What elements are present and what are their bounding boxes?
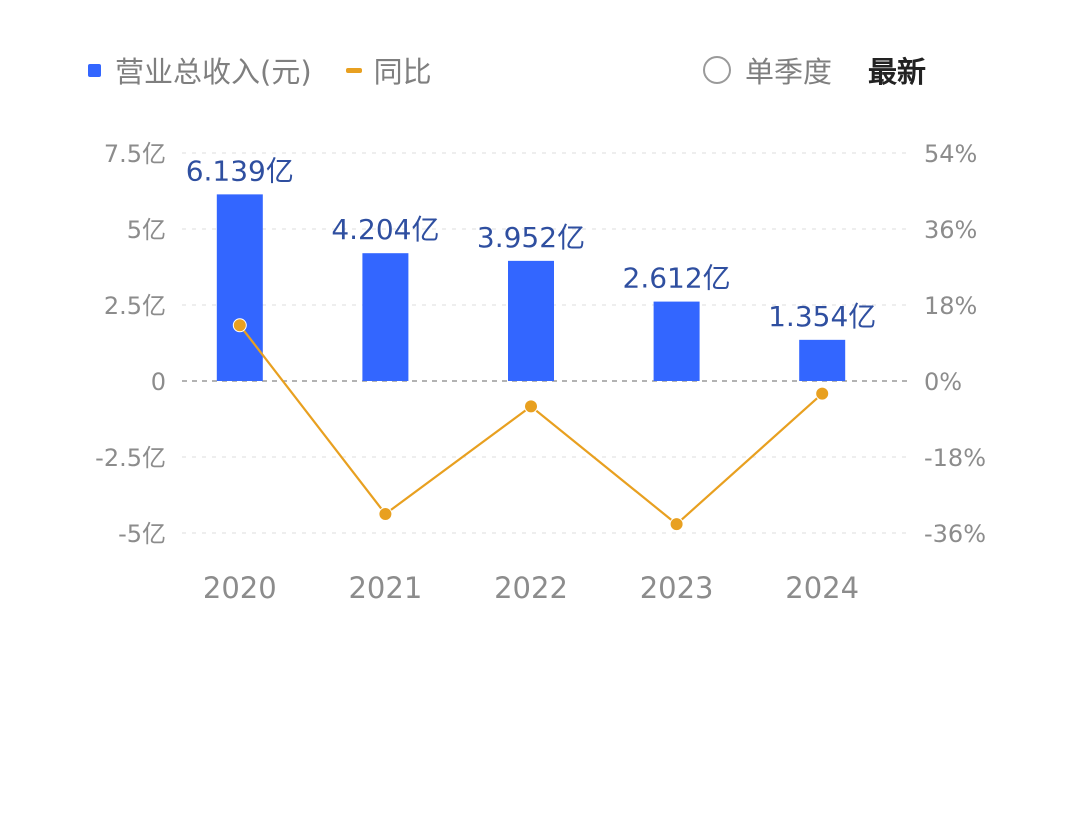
bar-2022 (508, 260, 554, 381)
bar-2023 (653, 301, 700, 381)
legend-item-yoy[interactable]: 同比 (345, 49, 432, 91)
y-right-tick-label: 18% (924, 292, 977, 320)
latest-button[interactable]: 最新 (868, 55, 927, 89)
yoy-point-2024 (815, 386, 830, 401)
chart-controls: 单季度 最新 (703, 48, 926, 92)
single-quarter-label[interactable]: 单季度 (745, 55, 833, 89)
yoy-point-2023 (669, 517, 684, 532)
y-left-tick-label: 5亿 (127, 216, 166, 244)
legend-label-yoy: 同比 (373, 55, 432, 89)
y-left-tick-label: 0 (151, 368, 166, 396)
x-tick-label: 2023 (640, 571, 714, 605)
legend-item-revenue[interactable]: 营业总收入(元) (88, 49, 312, 91)
bar-2024 (799, 339, 846, 381)
single-quarter-radio[interactable] (703, 56, 731, 84)
bar-value-label: 2.612亿 (623, 262, 731, 295)
x-tick-label: 2020 (203, 571, 277, 605)
bar-value-label: 6.139亿 (186, 154, 294, 187)
y-left-tick-label: -5亿 (118, 520, 166, 548)
x-tick-label: 2021 (348, 571, 422, 605)
legend-label-revenue: 营业总收入(元) (115, 55, 312, 89)
x-tick-label: 2024 (785, 571, 859, 605)
y-left-tick-label: -2.5亿 (95, 444, 166, 472)
yoy-point-2020 (232, 318, 247, 333)
chart-legend: 营业总收入(元) 同比 (88, 48, 466, 92)
x-tick-label: 2022 (494, 571, 568, 605)
y-right-tick-label: 0% (924, 368, 962, 396)
y-left-tick-label: 7.5亿 (104, 140, 166, 168)
bar-value-label: 4.204亿 (331, 213, 439, 246)
legend-line-swatch (345, 67, 362, 73)
yoy-point-2021 (378, 507, 393, 521)
bar-2021 (362, 253, 409, 381)
legend-bar-swatch (88, 63, 101, 77)
bar-value-label: 1.354亿 (768, 300, 876, 333)
bar-value-label: 3.952亿 (477, 221, 585, 254)
y-right-tick-label: 36% (924, 216, 977, 244)
y-right-tick-label: -36% (924, 520, 986, 548)
y-right-tick-label: 54% (924, 140, 977, 168)
y-right-tick-label: -18% (924, 444, 986, 472)
y-left-tick-label: 2.5亿 (104, 292, 166, 320)
yoy-point-2022 (524, 399, 538, 414)
bar-2020 (216, 194, 263, 381)
